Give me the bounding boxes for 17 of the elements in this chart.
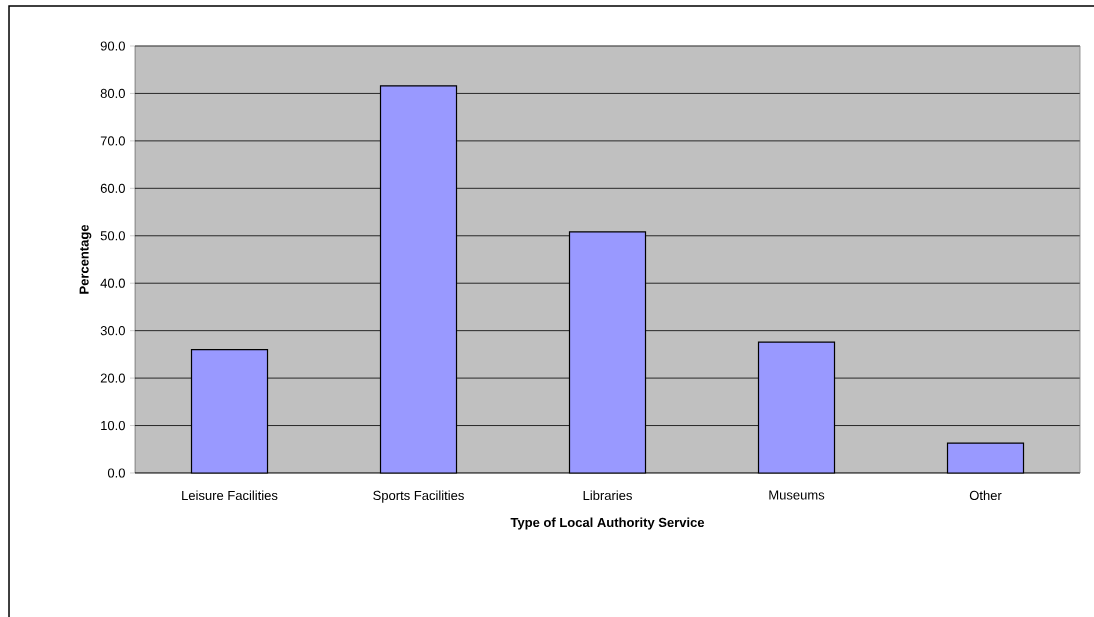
- y-tick-label: 20.0: [100, 373, 125, 383]
- x-tick-label: Libraries: [583, 490, 632, 501]
- x-tick-label: Leisure Facilities: [182, 490, 278, 501]
- y-tick-label: 40.0: [100, 278, 125, 288]
- y-tick-label: 60.0: [100, 183, 125, 193]
- x-tick-label: Sports Facilities: [373, 490, 464, 503]
- y-tick-label: 10.0: [101, 420, 125, 431]
- y-tick-label: 30.0: [100, 326, 125, 336]
- y-tick-label: 0.0: [107, 468, 125, 478]
- y-tick-label: 50.0: [100, 231, 125, 241]
- x-tick-label: Other: [969, 490, 1002, 501]
- y-tick-label: 90.0: [100, 41, 125, 51]
- x-tick-label: Museums: [769, 490, 825, 500]
- y-tick-label: 70.0: [100, 136, 125, 146]
- y-tick-label: 80.0: [100, 88, 125, 99]
- y-axis-title: Percentage: [79, 224, 92, 294]
- x-axis-title: Type of Local Authority Service: [510, 517, 705, 530]
